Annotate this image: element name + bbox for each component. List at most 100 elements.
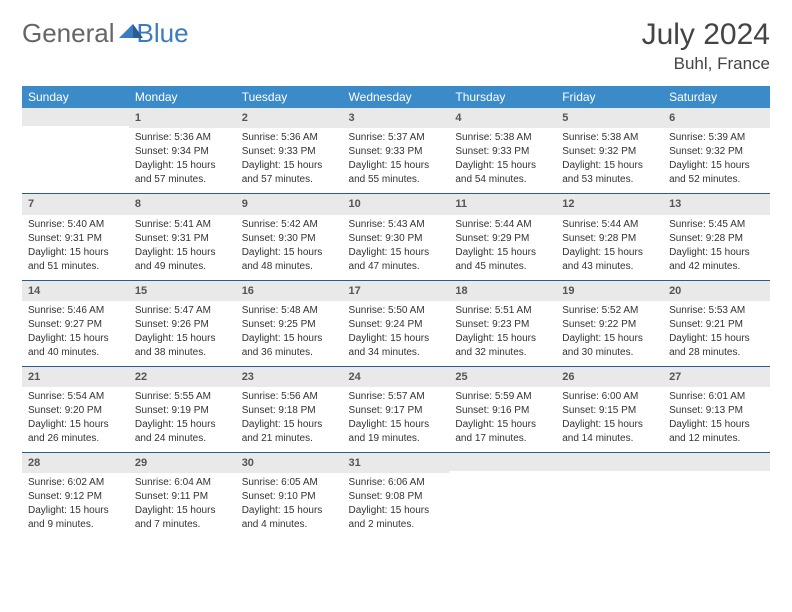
day-content: Sunrise: 6:01 AMSunset: 9:13 PMDaylight:…	[663, 387, 770, 452]
day-day2: and 53 minutes.	[562, 173, 657, 186]
day-content: Sunrise: 6:06 AMSunset: 9:08 PMDaylight:…	[343, 473, 450, 538]
calendar-day-cell	[663, 453, 770, 539]
day-day2: and 52 minutes.	[669, 173, 764, 186]
day-number: 1	[129, 108, 236, 128]
day-sunrise: Sunrise: 5:41 AM	[135, 218, 230, 231]
day-day1: Daylight: 15 hours	[455, 418, 550, 431]
day-number: 27	[663, 367, 770, 387]
day-day1: Daylight: 15 hours	[562, 418, 657, 431]
day-day2: and 47 minutes.	[349, 260, 444, 273]
day-day2: and 51 minutes.	[28, 260, 123, 273]
day-sunset: Sunset: 9:21 PM	[669, 318, 764, 331]
day-sunrise: Sunrise: 5:48 AM	[242, 304, 337, 317]
day-day1: Daylight: 15 hours	[349, 504, 444, 517]
day-day2: and 17 minutes.	[455, 432, 550, 445]
day-sunset: Sunset: 9:30 PM	[349, 232, 444, 245]
weekday-header-row: Sunday Monday Tuesday Wednesday Thursday…	[22, 86, 770, 108]
day-day2: and 26 minutes.	[28, 432, 123, 445]
day-number: 29	[129, 453, 236, 473]
day-content: Sunrise: 5:47 AMSunset: 9:26 PMDaylight:…	[129, 301, 236, 366]
calendar-day-cell: 14Sunrise: 5:46 AMSunset: 9:27 PMDayligh…	[22, 280, 129, 366]
day-sunset: Sunset: 9:28 PM	[562, 232, 657, 245]
day-sunset: Sunset: 9:16 PM	[455, 404, 550, 417]
calendar-day-cell: 27Sunrise: 6:01 AMSunset: 9:13 PMDayligh…	[663, 366, 770, 452]
day-day2: and 54 minutes.	[455, 173, 550, 186]
day-content: Sunrise: 5:43 AMSunset: 9:30 PMDaylight:…	[343, 215, 450, 280]
day-sunrise: Sunrise: 5:44 AM	[455, 218, 550, 231]
day-number: 7	[22, 194, 129, 214]
calendar-day-cell: 15Sunrise: 5:47 AMSunset: 9:26 PMDayligh…	[129, 280, 236, 366]
calendar-day-cell: 6Sunrise: 5:39 AMSunset: 9:32 PMDaylight…	[663, 108, 770, 194]
day-sunset: Sunset: 9:33 PM	[242, 145, 337, 158]
calendar-day-cell: 8Sunrise: 5:41 AMSunset: 9:31 PMDaylight…	[129, 194, 236, 280]
calendar-day-cell: 9Sunrise: 5:42 AMSunset: 9:30 PMDaylight…	[236, 194, 343, 280]
weekday-header: Monday	[129, 86, 236, 108]
day-day1: Daylight: 15 hours	[669, 159, 764, 172]
day-content: Sunrise: 5:44 AMSunset: 9:28 PMDaylight:…	[556, 215, 663, 280]
calendar-day-cell	[22, 108, 129, 194]
day-number: 4	[449, 108, 556, 128]
calendar-day-cell: 18Sunrise: 5:51 AMSunset: 9:23 PMDayligh…	[449, 280, 556, 366]
day-sunset: Sunset: 9:10 PM	[242, 490, 337, 503]
day-sunrise: Sunrise: 5:52 AM	[562, 304, 657, 317]
day-day1: Daylight: 15 hours	[562, 332, 657, 345]
day-day2: and 49 minutes.	[135, 260, 230, 273]
day-number: 24	[343, 367, 450, 387]
day-day1: Daylight: 15 hours	[135, 332, 230, 345]
calendar-day-cell: 3Sunrise: 5:37 AMSunset: 9:33 PMDaylight…	[343, 108, 450, 194]
day-sunset: Sunset: 9:15 PM	[562, 404, 657, 417]
day-day1: Daylight: 15 hours	[455, 246, 550, 259]
day-day1: Daylight: 15 hours	[562, 246, 657, 259]
day-sunrise: Sunrise: 5:55 AM	[135, 390, 230, 403]
day-day1: Daylight: 15 hours	[242, 332, 337, 345]
day-sunrise: Sunrise: 6:02 AM	[28, 476, 123, 489]
day-day1: Daylight: 15 hours	[28, 332, 123, 345]
day-day1: Daylight: 15 hours	[562, 159, 657, 172]
weekday-header: Thursday	[449, 86, 556, 108]
day-day1: Daylight: 15 hours	[669, 418, 764, 431]
calendar-day-cell: 30Sunrise: 6:05 AMSunset: 9:10 PMDayligh…	[236, 453, 343, 539]
brand-triangle-icon	[119, 24, 133, 38]
calendar-day-cell: 22Sunrise: 5:55 AMSunset: 9:19 PMDayligh…	[129, 366, 236, 452]
day-day1: Daylight: 15 hours	[28, 246, 123, 259]
day-content: Sunrise: 5:53 AMSunset: 9:21 PMDaylight:…	[663, 301, 770, 366]
day-sunrise: Sunrise: 6:04 AM	[135, 476, 230, 489]
day-sunrise: Sunrise: 5:36 AM	[135, 131, 230, 144]
day-sunrise: Sunrise: 5:42 AM	[242, 218, 337, 231]
calendar-week-row: 7Sunrise: 5:40 AMSunset: 9:31 PMDaylight…	[22, 194, 770, 280]
calendar-table: Sunday Monday Tuesday Wednesday Thursday…	[22, 86, 770, 538]
day-sunrise: Sunrise: 5:59 AM	[455, 390, 550, 403]
day-sunset: Sunset: 9:32 PM	[669, 145, 764, 158]
calendar-day-cell: 23Sunrise: 5:56 AMSunset: 9:18 PMDayligh…	[236, 366, 343, 452]
day-number-empty	[663, 453, 770, 471]
day-day2: and 38 minutes.	[135, 346, 230, 359]
day-content: Sunrise: 5:57 AMSunset: 9:17 PMDaylight:…	[343, 387, 450, 452]
calendar-day-cell: 25 Sunrise: 5:59 AMSunset: 9:16 PMDayligh…	[449, 366, 556, 452]
day-sunrise: Sunrise: 5:57 AM	[349, 390, 444, 403]
calendar-day-cell: 21Sunrise: 5:54 AMSunset: 9:20 PMDayligh…	[22, 366, 129, 452]
day-day1: Daylight: 15 hours	[242, 504, 337, 517]
day-sunset: Sunset: 9:31 PM	[28, 232, 123, 245]
day-sunrise: Sunrise: 5:53 AM	[669, 304, 764, 317]
day-day1: Daylight: 15 hours	[242, 418, 337, 431]
day-day1: Daylight: 15 hours	[349, 246, 444, 259]
day-day1: Daylight: 15 hours	[349, 159, 444, 172]
day-number: 13	[663, 194, 770, 214]
weekday-header: Wednesday	[343, 86, 450, 108]
day-sunset: Sunset: 9:33 PM	[455, 145, 550, 158]
day-number: 2	[236, 108, 343, 128]
day-day2: and 2 minutes.	[349, 518, 444, 531]
calendar-week-row: 14Sunrise: 5:46 AMSunset: 9:27 PMDayligh…	[22, 280, 770, 366]
day-number: 22	[129, 367, 236, 387]
day-number: 25	[449, 367, 556, 387]
calendar-day-cell	[556, 453, 663, 539]
day-day2: and 30 minutes.	[562, 346, 657, 359]
day-content: Sunrise: 5:45 AMSunset: 9:28 PMDaylight:…	[663, 215, 770, 280]
calendar-day-cell: 13Sunrise: 5:45 AMSunset: 9:28 PMDayligh…	[663, 194, 770, 280]
day-content: Sunrise: 6:00 AMSunset: 9:15 PMDaylight:…	[556, 387, 663, 452]
day-sunrise: Sunrise: 5:43 AM	[349, 218, 444, 231]
day-number: 3	[343, 108, 450, 128]
day-day1: Daylight: 15 hours	[455, 332, 550, 345]
day-sunset: Sunset: 9:17 PM	[349, 404, 444, 417]
day-day1: Daylight: 15 hours	[28, 418, 123, 431]
